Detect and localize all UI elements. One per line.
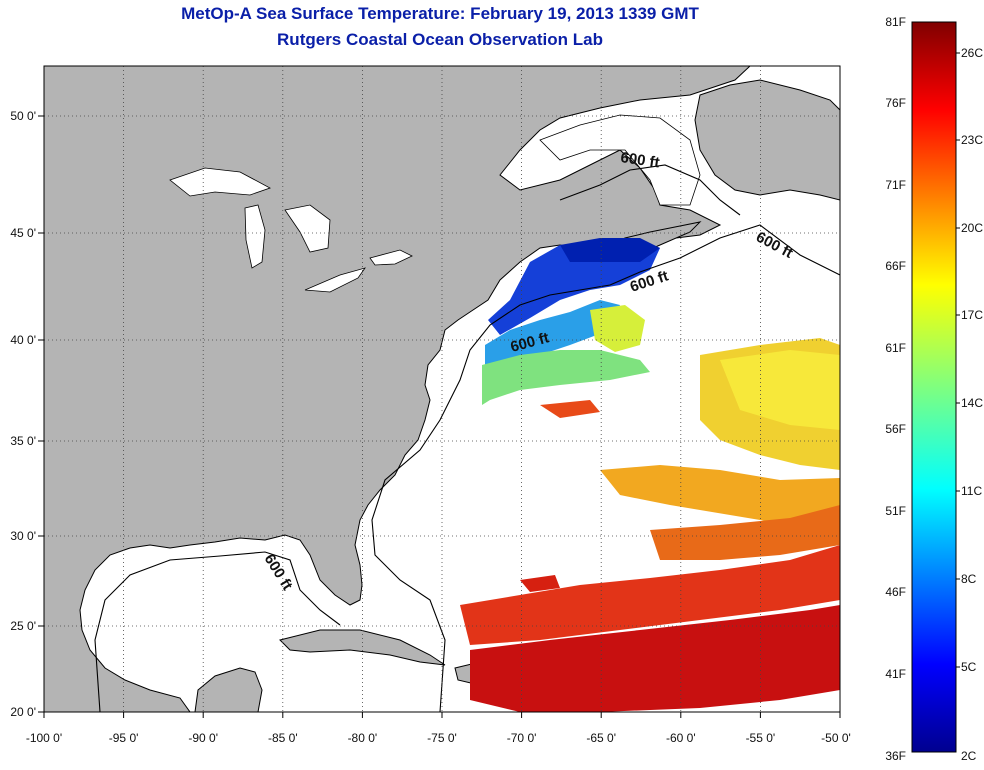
- y-tick-label: 20 0': [10, 705, 36, 719]
- x-tick-label: -50 0': [821, 731, 851, 745]
- lake-huron: [284, 204, 331, 253]
- y-tick-label: 40 0': [10, 333, 36, 347]
- colorbar-c-label: 20C: [961, 221, 983, 235]
- x-tick-label: -75 0': [427, 731, 457, 745]
- sst-data-overlay: [460, 238, 840, 712]
- y-tick-label: 45 0': [10, 226, 36, 240]
- colorbar-c-label: 14C: [961, 396, 983, 410]
- gulf-st-lawrence: [539, 114, 701, 206]
- colorbar-f-label: 41F: [885, 667, 906, 681]
- lake-superior: [169, 167, 271, 197]
- lake-erie: [304, 267, 366, 293]
- tick-marks: [38, 115, 841, 718]
- y-tick-label: 25 0': [10, 619, 36, 633]
- colorbar-f-label: 36F: [885, 749, 906, 763]
- y-tick-label: 30 0': [10, 529, 36, 543]
- x-tick-label: -95 0': [109, 731, 139, 745]
- colorbar-f-label: 61F: [885, 341, 906, 355]
- x-tick-label: -100 0': [26, 731, 62, 745]
- map-title: MetOp-A Sea Surface Temperature: Februar…: [181, 4, 699, 23]
- colorbar-f-label: 66F: [885, 259, 906, 273]
- land-newfoundland: [694, 79, 840, 201]
- contour-label: 600 ft: [619, 149, 660, 171]
- colorbar-c-label: 11C: [961, 484, 982, 498]
- colorbar-c-label: 8C: [961, 572, 977, 586]
- land-cuba: [279, 629, 446, 666]
- x-tick-label: -90 0': [188, 731, 218, 745]
- map-subtitle: Rutgers Coastal Ocean Observation Lab: [277, 30, 603, 49]
- x-tick-label: -85 0': [268, 731, 298, 745]
- colorbar-f-label: 56F: [885, 422, 906, 436]
- colorbar-c-label: 26C: [961, 46, 983, 60]
- lake-ontario: [369, 249, 413, 266]
- colorbar-c-label: 23C: [961, 133, 983, 147]
- colorbar-f-label: 81F: [885, 15, 906, 29]
- colorbar-c-label: 17C: [961, 308, 983, 322]
- colorbar-c-label: 2C: [961, 749, 977, 763]
- land-north-america: [44, 66, 751, 712]
- x-tick-label: -65 0': [586, 731, 616, 745]
- x-tick-label: -60 0': [666, 731, 696, 745]
- y-tick-label: 50 0': [10, 109, 36, 123]
- colorbar: [911, 21, 957, 753]
- isobath-600ft-stlawrence: [559, 164, 741, 216]
- x-tick-label: -55 0': [746, 731, 776, 745]
- y-tick-label: 35 0': [10, 434, 36, 448]
- isobath-600ft-gulf: [94, 551, 341, 712]
- lake-michigan: [244, 204, 266, 269]
- isobath-600ft: [371, 224, 840, 712]
- colorbar-f-label: 71F: [885, 178, 906, 192]
- colorbar-ticks: [956, 52, 960, 668]
- x-tick-label: -70 0': [507, 731, 537, 745]
- colorbar-f-label: 51F: [885, 504, 906, 518]
- colorbar-c-label: 5C: [961, 660, 977, 674]
- land-yucatan: [194, 667, 263, 712]
- colorbar-f-label: 76F: [885, 96, 906, 110]
- colorbar-f-label: 46F: [885, 585, 906, 599]
- grid: [44, 66, 840, 712]
- x-tick-label: -80 0': [348, 731, 378, 745]
